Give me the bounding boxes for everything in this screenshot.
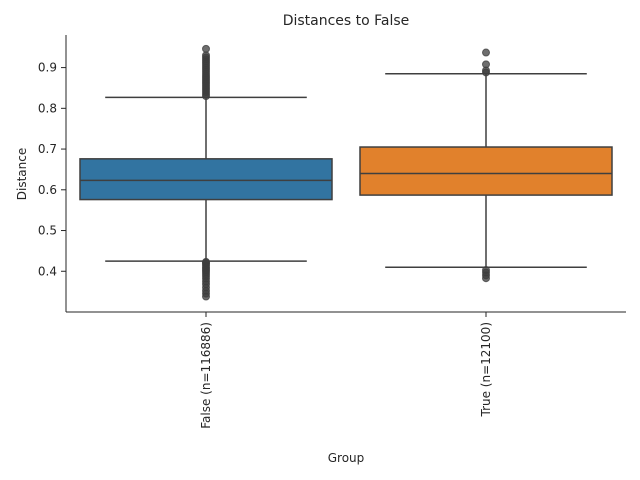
y-tick-label: 0.6 bbox=[38, 183, 57, 197]
box-iqr bbox=[79, 158, 333, 201]
box-iqr bbox=[359, 146, 613, 196]
x-axis-ticks: False (n=116886) True (n=12100) bbox=[199, 312, 493, 429]
x-tick-label: True (n=12100) bbox=[479, 322, 493, 418]
y-tick-label: 0.4 bbox=[38, 264, 57, 278]
box-group bbox=[359, 48, 613, 283]
chart-title: Distances to False bbox=[283, 13, 410, 29]
y-tick-label: 0.9 bbox=[38, 61, 57, 75]
plot-area bbox=[79, 44, 613, 301]
outlier-point bbox=[202, 51, 210, 60]
outlier-point bbox=[482, 48, 490, 57]
y-tick-label: 0.5 bbox=[38, 224, 57, 238]
x-tick-label: False (n=116886) bbox=[199, 322, 213, 429]
y-tick-label: 0.8 bbox=[38, 101, 57, 115]
box-group bbox=[79, 44, 333, 301]
outlier-point bbox=[202, 44, 210, 53]
x-axis-label: Group bbox=[328, 451, 365, 465]
y-tick-label: 0.7 bbox=[38, 142, 57, 156]
y-axis-label: Distance bbox=[15, 148, 29, 200]
outlier-point bbox=[482, 60, 490, 69]
y-axis-ticks: 0.4 0.5 0.6 0.7 0.8 0.9 bbox=[38, 61, 66, 278]
